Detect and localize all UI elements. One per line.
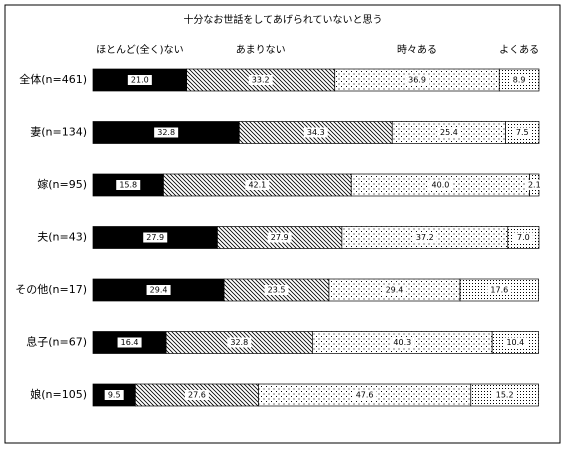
value-label: 7.0	[517, 233, 530, 242]
value-label: 37.2	[416, 233, 434, 242]
value-label-bg	[154, 127, 179, 138]
value-label: 32.8	[157, 128, 175, 137]
value-label-bg	[267, 232, 292, 243]
value-label: 42.1	[248, 181, 266, 190]
category-label: 全体(n=461)	[19, 72, 87, 86]
value-label-bg	[524, 180, 544, 190]
value-label-bg	[104, 390, 124, 400]
value-label-bg	[116, 180, 141, 190]
category-label: 娘(n=105)	[30, 387, 87, 401]
legend-label: 時々ある	[397, 44, 437, 56]
value-label: 33.2	[252, 76, 270, 85]
value-label-bg	[303, 127, 328, 138]
value-label: 25.4	[440, 128, 458, 137]
category-label: 息子(n=67)	[26, 335, 87, 349]
value-label-bg	[513, 232, 533, 243]
value-label-bg	[264, 285, 289, 295]
value-label: 15.2	[496, 391, 514, 400]
value-label-bg	[248, 75, 273, 85]
value-label-bg	[390, 337, 415, 348]
category-label: 夫(n=43)	[37, 231, 87, 244]
value-label: 10.4	[506, 338, 524, 347]
legend-label: あまりない	[236, 44, 286, 56]
value-label-bg	[127, 75, 152, 85]
value-label-bg	[503, 337, 528, 348]
value-label-bg	[487, 285, 512, 295]
category-label: 嫁(n=95)	[37, 177, 87, 191]
value-label-bg	[436, 127, 461, 138]
category-label: 妻(n=134)	[30, 126, 87, 139]
value-label: 17.6	[490, 286, 508, 295]
value-label-bg	[382, 285, 407, 295]
value-label: 7.5	[516, 128, 529, 137]
value-label: 16.4	[121, 338, 139, 347]
value-label-bg	[245, 180, 270, 190]
value-label: 34.3	[307, 128, 325, 137]
value-label: 21.0	[131, 76, 149, 85]
value-label-bg	[227, 337, 252, 348]
value-label: 15.8	[119, 181, 137, 190]
chart-title: 十分なお世話をしてあげられていないと思う	[183, 13, 382, 26]
value-label: 32.8	[230, 338, 248, 347]
value-label: 8.9	[513, 76, 526, 85]
value-label: 36.9	[408, 76, 426, 85]
value-label-bg	[492, 390, 517, 400]
category-label: その他(n=17)	[15, 283, 87, 296]
value-label: 27.9	[146, 233, 164, 242]
value-label-bg	[117, 337, 142, 348]
value-label: 29.4	[150, 286, 168, 295]
frame	[4, 4, 561, 444]
legend-label: ほとんど(全く)ない	[96, 43, 184, 56]
value-label-bg	[143, 232, 168, 243]
value-label-bg	[428, 180, 453, 190]
value-label: 23.5	[268, 286, 286, 295]
value-label-bg	[184, 390, 209, 400]
value-label-bg	[509, 75, 529, 85]
value-label: 29.4	[386, 286, 404, 295]
value-label-bg	[146, 285, 171, 295]
value-label: 27.9	[271, 233, 289, 242]
value-label: 9.5	[108, 391, 121, 400]
value-label: 40.3	[393, 338, 411, 347]
value-label-bg	[405, 75, 430, 85]
value-label-bg	[352, 390, 377, 400]
value-label: 2.1	[528, 181, 541, 190]
value-label-bg	[512, 127, 532, 138]
value-label: 47.6	[356, 391, 374, 400]
value-label-bg	[412, 232, 437, 243]
legend-label: よくある	[499, 44, 539, 56]
value-label: 40.0	[432, 181, 450, 190]
value-label: 27.6	[188, 391, 206, 400]
